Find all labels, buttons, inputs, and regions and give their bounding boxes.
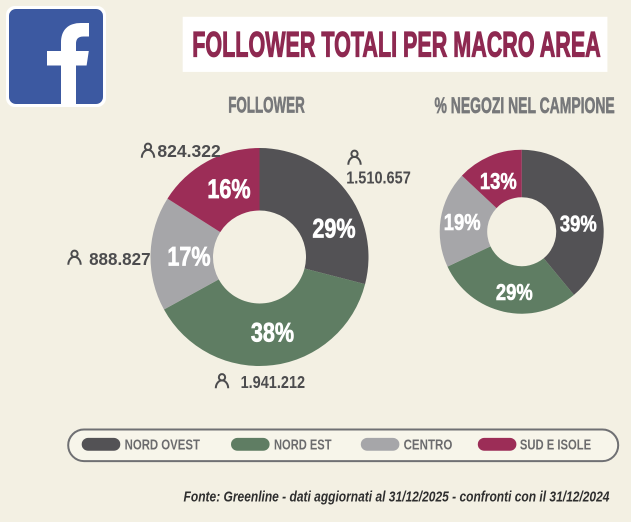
- svg-text:29%: 29%: [312, 214, 355, 244]
- svg-text:19%: 19%: [444, 210, 481, 235]
- svg-text:38%: 38%: [251, 318, 294, 348]
- svg-text:1.510.657: 1.510.657: [346, 168, 411, 188]
- svg-text:888.827: 888.827: [89, 249, 150, 270]
- svg-text:CENTRO: CENTRO: [404, 436, 453, 453]
- svg-text:FOLLOWER: FOLLOWER: [228, 92, 305, 118]
- svg-text:NORD OVEST: NORD OVEST: [125, 436, 200, 453]
- svg-text:1.941.212: 1.941.212: [241, 373, 305, 393]
- svg-text:FOLLOWER TOTALI PER MACRO AREA: FOLLOWER TOTALI PER MACRO AREA: [192, 26, 600, 65]
- svg-text:SUD E ISOLE: SUD E ISOLE: [520, 436, 591, 453]
- svg-text:29%: 29%: [496, 280, 533, 305]
- svg-text:NORD EST: NORD EST: [274, 436, 332, 453]
- svg-text:16%: 16%: [207, 175, 250, 205]
- svg-text:Fonte: Greenline - dati aggior: Fonte: Greenline - dati aggiornati al 31…: [184, 488, 610, 504]
- svg-text:39%: 39%: [560, 212, 597, 237]
- svg-text:17%: 17%: [167, 242, 210, 272]
- svg-text:824.322: 824.322: [157, 141, 221, 161]
- svg-text:13%: 13%: [480, 169, 517, 194]
- svg-text:% NEGOZI NEL CAMPIONE: % NEGOZI NEL CAMPIONE: [435, 93, 615, 118]
